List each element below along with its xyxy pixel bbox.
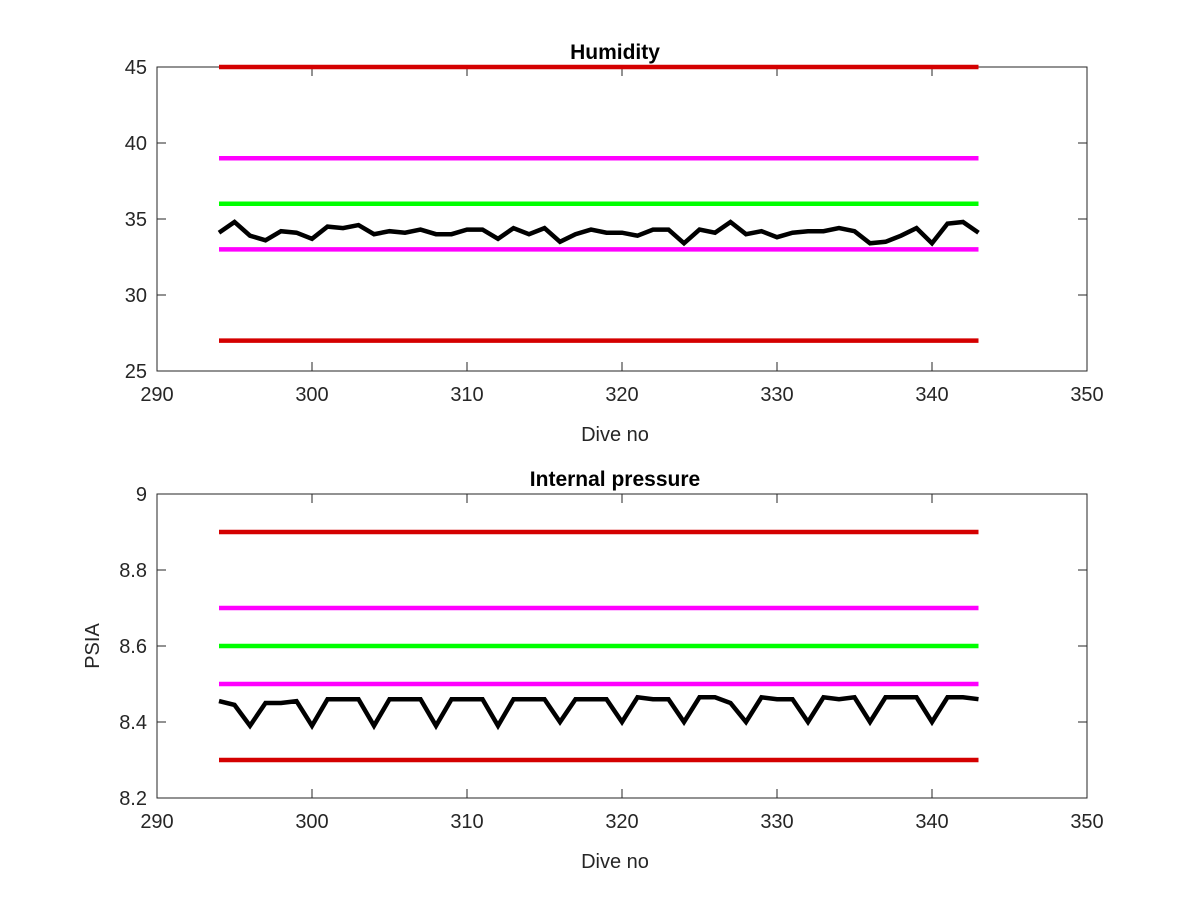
x-tick-label: 350 (1070, 811, 1103, 833)
y-tick-label: 25 (125, 361, 147, 383)
y-tick-label: 8.4 (119, 712, 147, 734)
y-tick-label: 40 (125, 133, 147, 155)
y-tick-label: 9 (136, 484, 147, 506)
x-tick-label: 320 (605, 811, 638, 833)
x-tick-label: 340 (915, 384, 948, 406)
x-tick-label: 330 (760, 811, 793, 833)
x-tick-label: 330 (760, 384, 793, 406)
x-tick-label: 290 (140, 811, 173, 833)
x-tick-label: 320 (605, 384, 638, 406)
humidity-plot: 290 300 310 320 330 340 350 25 30 35 40 45 Humidity D… (125, 41, 1104, 446)
y-tick-label: 8.8 (119, 560, 147, 582)
x-tick-label: 300 (295, 811, 328, 833)
x-tick-label: 300 (295, 384, 328, 406)
series-line (217, 219, 980, 247)
chart-title: Internal pressure (530, 468, 700, 491)
y-tick-label: 45 (125, 57, 147, 79)
x-tick-label: 290 (140, 384, 173, 406)
x-axis-label: Dive no (581, 424, 649, 446)
y-tick-label: 8.2 (119, 788, 147, 810)
y-axis-label: PSIA (82, 623, 104, 669)
x-tick-label: 340 (915, 811, 948, 833)
x-tick-label: 350 (1070, 384, 1103, 406)
x-axis-label: Dive no (581, 851, 649, 873)
axes-box (156, 66, 1088, 372)
chart-title: Humidity (570, 41, 660, 64)
internal-pressure-plot: 290 300 310 320 330 340 350 8.2 8.4 8.6 8.8 9 Intern… (82, 468, 1104, 873)
y-tick-label: 8.6 (119, 636, 147, 658)
x-tick-label: 310 (450, 811, 483, 833)
y-tick-label: 30 (125, 285, 147, 307)
series-line (218, 694, 979, 731)
x-tick-label: 310 (450, 384, 483, 406)
y-tick-label: 35 (125, 209, 147, 231)
